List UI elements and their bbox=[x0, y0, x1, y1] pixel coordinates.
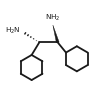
Polygon shape bbox=[53, 25, 59, 43]
Text: NH$_2$: NH$_2$ bbox=[45, 13, 60, 23]
Text: H$_2$N: H$_2$N bbox=[5, 26, 21, 36]
